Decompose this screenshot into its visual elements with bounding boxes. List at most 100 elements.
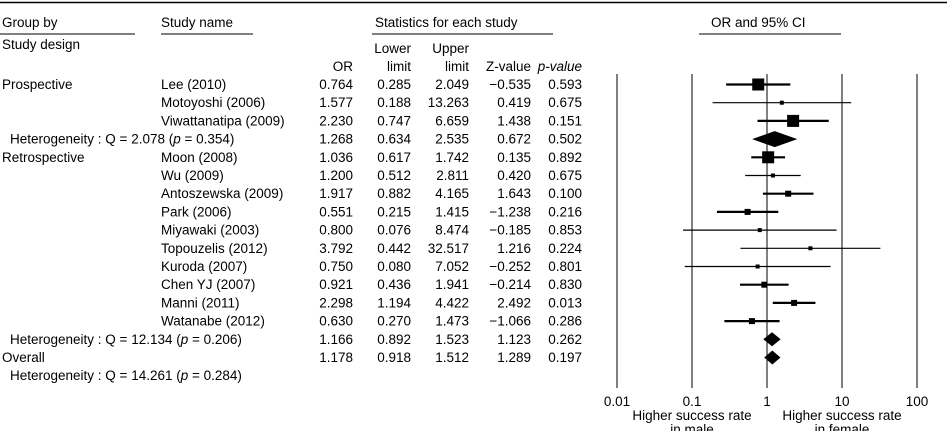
or-value: 1.917: [319, 186, 353, 201]
study-name: Moon (2008): [161, 150, 238, 165]
or-marker: [785, 190, 792, 197]
header-upper-2: limit: [445, 59, 469, 74]
x-label-right-line2: in female: [815, 422, 870, 431]
p-value: 0.675: [548, 168, 582, 183]
study-name: Lee (2010): [161, 77, 226, 92]
upper-limit-value: 4.165: [435, 186, 469, 201]
summary-diamond: [752, 131, 798, 148]
lower-limit-value: 0.882: [377, 186, 411, 201]
x-label-left-line2: in male: [670, 422, 714, 431]
or-value: 0.750: [319, 259, 353, 274]
lower-limit-value: 0.285: [377, 77, 411, 92]
table-rows: Prospective Lee (2010) 0.764 0.285 2.049 −0.5…: [2, 77, 582, 383]
or-marker: [757, 228, 762, 233]
upper-limit-value: 13.263: [428, 95, 469, 110]
overall-heterogeneity: Heterogeneity : Q = 14.261 (p = 0.284): [10, 368, 242, 383]
z-value: 1.438: [497, 113, 531, 128]
summary-diamond: [764, 350, 781, 365]
subgroup-heterogeneity: Heterogeneity : Q = 2.078 (p = 0.354): [10, 132, 234, 147]
x-tick-label: 0.01: [604, 394, 630, 409]
upper-limit-value: 7.052: [435, 259, 469, 274]
header-upper-1: Upper: [432, 41, 469, 56]
or-value: 1.166: [319, 332, 353, 347]
p-value: 0.224: [548, 241, 582, 256]
or-marker: [770, 173, 775, 178]
header-lower-1: Lower: [374, 41, 411, 56]
study-name: Topouzelis (2012): [161, 241, 268, 256]
study-name: Kuroda (2007): [161, 259, 247, 274]
x-label-left-line1: Higher success rate: [632, 408, 751, 423]
study-name: Manni (2011): [161, 295, 240, 310]
p-value: 0.675: [548, 95, 582, 110]
lower-limit-value: 0.188: [377, 95, 411, 110]
z-value: 0.672: [497, 132, 531, 147]
z-value: 0.420: [497, 168, 531, 183]
lower-limit-value: 0.436: [377, 277, 411, 292]
upper-limit-value: 1.473: [435, 314, 469, 329]
lower-limit-value: 0.080: [377, 259, 411, 274]
upper-limit-value: 1.523: [435, 332, 469, 347]
z-value: −0.185: [489, 223, 531, 238]
z-value: 0.419: [497, 95, 531, 110]
p-value: 0.593: [548, 77, 582, 92]
lower-limit-value: 0.617: [377, 150, 411, 165]
or-value: 0.921: [319, 277, 353, 292]
p-value: 0.262: [548, 332, 582, 347]
x-tick-label: 1: [763, 394, 771, 409]
p-value: 0.892: [548, 150, 582, 165]
lower-limit-value: 0.747: [377, 113, 411, 128]
p-value: 0.151: [548, 113, 582, 128]
study-name: Motoyoshi (2006): [161, 95, 265, 110]
or-marker: [762, 151, 775, 164]
or-value: 3.792: [319, 241, 353, 256]
study-name: Antoszewska (2009): [161, 186, 283, 201]
lower-limit-value: 0.270: [377, 314, 411, 329]
p-value: 0.197: [548, 350, 582, 365]
header-lower-2: limit: [387, 59, 411, 74]
z-value: 1.289: [497, 350, 531, 365]
p-value: 0.830: [548, 277, 582, 292]
header-p-value: p-value: [537, 59, 582, 74]
upper-limit-value: 1.512: [435, 350, 469, 365]
or-value: 1.200: [319, 168, 353, 183]
z-value: −0.252: [489, 259, 531, 274]
study-name: Chen YJ (2007): [161, 277, 255, 292]
upper-limit-value: 1.941: [435, 277, 469, 292]
p-value: 0.853: [548, 223, 582, 238]
or-marker: [761, 281, 768, 288]
p-value: 0.502: [548, 132, 582, 147]
or-marker: [748, 318, 755, 325]
overall-label: Overall: [2, 350, 45, 365]
x-tick-label: 100: [906, 394, 929, 409]
or-marker: [787, 114, 800, 127]
upper-limit-value: 1.415: [435, 204, 469, 219]
lower-limit-value: 0.892: [377, 332, 411, 347]
study-name: Park (2006): [161, 204, 232, 219]
header-z-value: Z-value: [486, 59, 531, 74]
subgroup-heterogeneity: Heterogeneity : Q = 12.134 (p = 0.206): [10, 332, 242, 347]
upper-limit-value: 2.811: [436, 168, 469, 183]
or-marker: [752, 78, 765, 91]
or-marker: [755, 264, 760, 269]
header-statistics: Statistics for each study: [375, 15, 518, 30]
x-tick-label: 0.1: [683, 394, 702, 409]
p-value: 0.216: [548, 204, 582, 219]
z-value: 0.135: [497, 150, 531, 165]
or-value: 1.268: [319, 132, 353, 147]
upper-limit-value: 2.049: [435, 77, 469, 92]
lower-limit-value: 0.918: [377, 350, 411, 365]
upper-limit-value: 32.517: [428, 241, 469, 256]
group-label: Retrospective: [2, 150, 85, 165]
or-value: 1.036: [319, 150, 353, 165]
z-value: −1.238: [489, 204, 531, 219]
or-marker: [791, 299, 798, 306]
upper-limit-value: 4.422: [435, 295, 469, 310]
lower-limit-value: 0.442: [377, 241, 411, 256]
or-value: 1.577: [319, 95, 353, 110]
header-study-name: Study name: [161, 15, 233, 30]
lower-limit-value: 0.076: [377, 223, 411, 238]
group-label: Prospective: [2, 77, 73, 92]
z-value: 1.643: [497, 186, 531, 201]
